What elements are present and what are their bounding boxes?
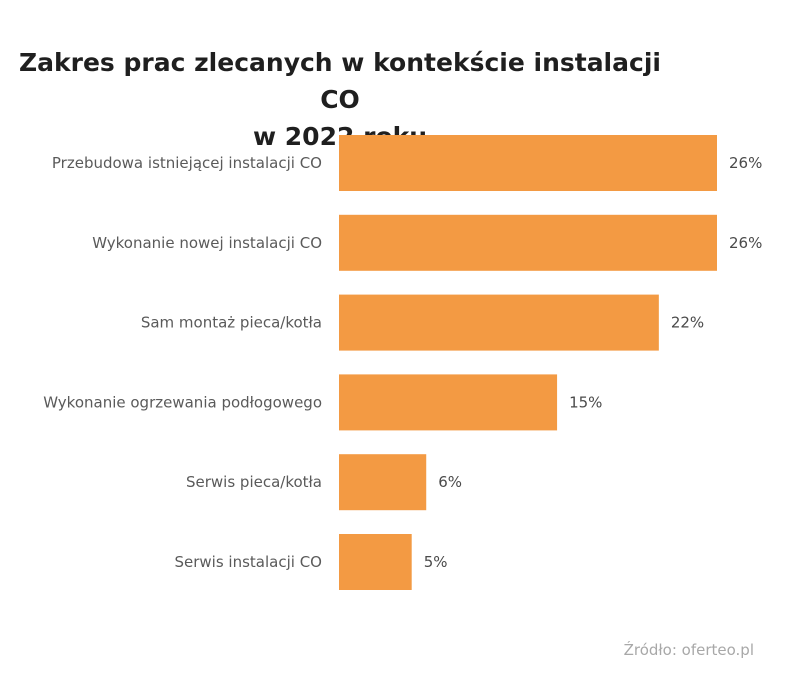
bar-4 [339,454,427,511]
category-label-2: Sam montaż pieca/kotła [141,314,322,332]
value-label-2: 22% [671,314,704,332]
category-label-3: Wykonanie ogrzewania podłogowego [43,393,322,411]
category-label-4: Serwis pieca/kotła [186,473,322,491]
chart-title-line-1: Zakres prac zlecanych w kontekście insta… [19,48,661,114]
category-label-0: Przebudowa istniejącej instalacji CO [52,154,322,172]
bar-1 [339,214,717,271]
bar-0 [339,135,717,191]
category-label-1: Wykonanie nowej instalacji CO [92,234,322,252]
source-note: Źródło: oferteo.pl [623,641,754,659]
value-label-1: 26% [729,234,762,252]
value-label-4: 6% [438,473,462,491]
value-label-3: 15% [569,393,602,411]
bar-2 [339,294,659,351]
category-label-5: Serwis instalacji CO [175,553,323,571]
bar-5 [339,534,412,590]
value-label-5: 5% [424,553,448,571]
bar-3 [339,374,558,431]
value-label-0: 26% [729,154,762,172]
